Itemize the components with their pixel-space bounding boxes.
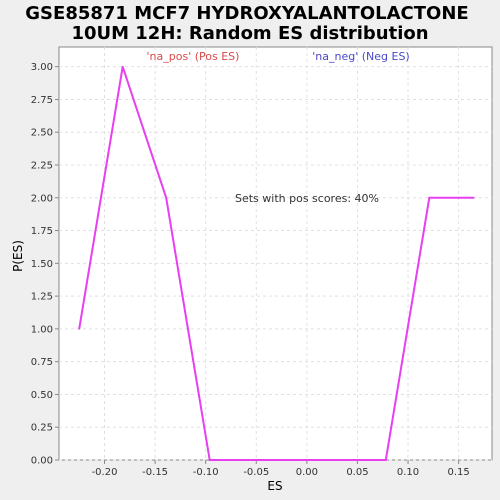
legend-entry-neg: 'na_neg' (Neg ES) xyxy=(312,50,409,63)
y-tick-label: 1.25 xyxy=(31,292,53,303)
x-tick-label: -0.05 xyxy=(243,467,269,478)
chart-title-line-1: GSE85871 MCF7 HYDROXYALANTOLACTONE xyxy=(25,3,468,24)
x-tick-label: -0.10 xyxy=(193,467,219,478)
series-point xyxy=(295,459,298,461)
x-tick-label: 0.05 xyxy=(346,467,368,478)
y-axis-label: P(ES) xyxy=(11,240,25,272)
series-point xyxy=(165,196,168,199)
series-line-0 xyxy=(78,66,474,461)
x-tick-label: -0.20 xyxy=(92,467,118,478)
x-axis-label: ES xyxy=(267,479,282,493)
series-point xyxy=(340,459,343,461)
plot-area xyxy=(58,46,493,461)
x-tick-label: -0.15 xyxy=(142,467,168,478)
pos-scores-annotation: Sets with pos scores: 40% xyxy=(235,192,379,205)
y-tick-label: 0.25 xyxy=(31,423,53,434)
series-point xyxy=(208,459,211,461)
x-tick-label: 0.00 xyxy=(296,467,318,478)
series-point xyxy=(252,459,255,461)
series-layer xyxy=(78,65,475,461)
y-tick-label: 1.00 xyxy=(31,324,53,335)
y-tick-label: 2.75 xyxy=(31,95,53,106)
x-axis: -0.20 -0.15 -0.10 -0.05 0.00 0.05 0.10 0.15 xyxy=(92,460,470,478)
series-point xyxy=(428,196,431,199)
x-tick-label: 0.15 xyxy=(447,467,469,478)
series-point xyxy=(121,65,124,68)
y-tick-label: 1.50 xyxy=(31,259,53,270)
y-tick-label: 2.00 xyxy=(31,193,53,204)
series-point xyxy=(384,459,387,461)
legend-entry-pos: 'na_pos' (Pos ES) xyxy=(147,50,240,63)
y-tick-label: 1.75 xyxy=(31,226,53,237)
series-point xyxy=(472,196,475,199)
y-axis: 0.00 0.25 0.50 0.75 1.00 1.25 1.50 1.75 2.00 2.25… xyxy=(31,62,59,467)
series-point xyxy=(78,328,81,330)
y-tick-label: 0.75 xyxy=(31,357,53,368)
chart-title-line-2: 10UM 12H: Random ES distribution xyxy=(71,23,428,44)
y-tick-label: 3.00 xyxy=(31,62,53,73)
x-tick-label: 0.10 xyxy=(397,467,419,478)
y-tick-label: 2.50 xyxy=(31,128,53,139)
grid-lines xyxy=(59,47,492,461)
y-tick-label: 0.00 xyxy=(31,456,53,467)
y-tick-label: 2.25 xyxy=(31,161,53,172)
y-tick-label: 0.50 xyxy=(31,390,53,401)
